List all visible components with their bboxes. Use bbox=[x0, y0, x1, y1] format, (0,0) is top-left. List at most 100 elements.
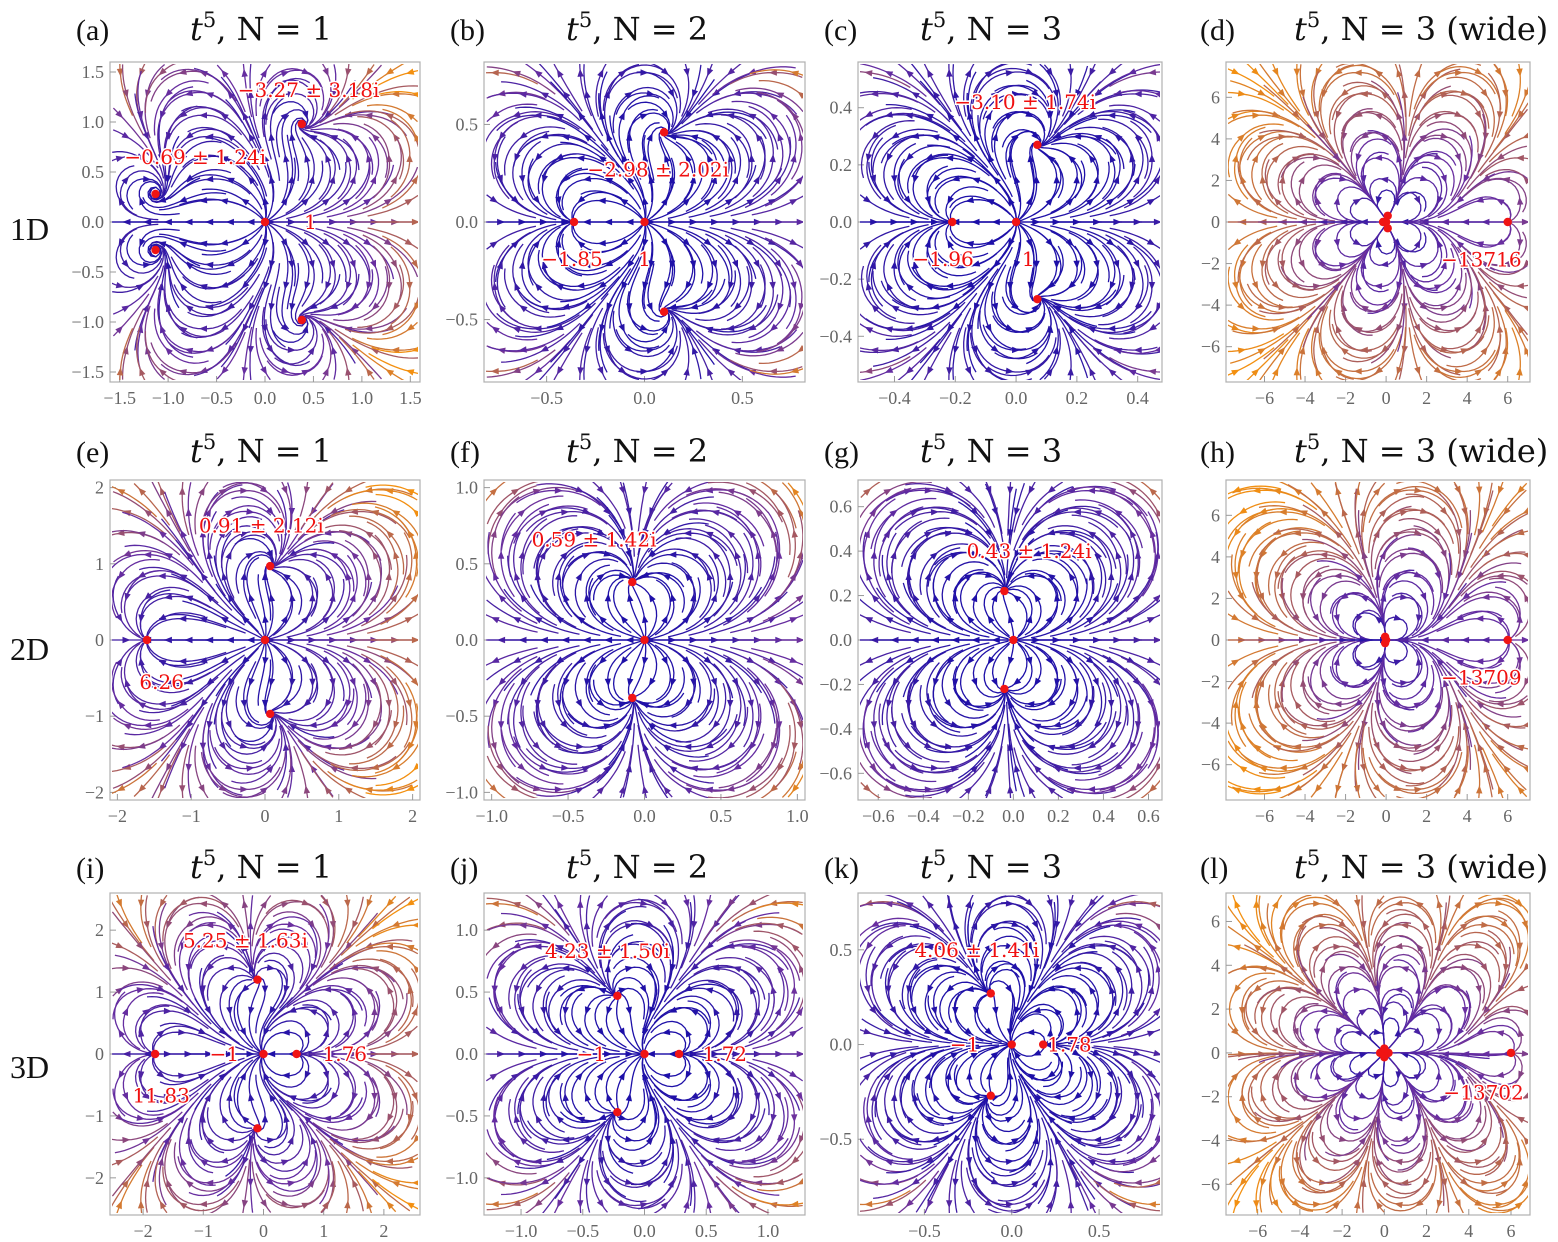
stream-arrowhead bbox=[747, 699, 754, 708]
streamlines bbox=[112, 895, 418, 1213]
stream-arrowhead bbox=[519, 131, 528, 139]
stream-arrowhead bbox=[911, 91, 920, 99]
streamlines bbox=[486, 482, 803, 798]
stream-arrowhead bbox=[683, 899, 690, 908]
stream-arrowhead bbox=[754, 965, 763, 974]
stream-arrowhead bbox=[206, 550, 213, 560]
panel-title: t5, N = 1 bbox=[190, 846, 332, 886]
streamline bbox=[1035, 752, 1119, 769]
streamline bbox=[627, 223, 647, 286]
stream-arrowhead bbox=[577, 112, 586, 121]
stream-arrowhead bbox=[344, 899, 351, 908]
stream-arrowhead bbox=[1231, 659, 1240, 667]
streamline bbox=[201, 221, 266, 256]
streamline bbox=[1488, 577, 1528, 638]
stream-arrowhead bbox=[1354, 573, 1363, 581]
stream-arrowhead bbox=[311, 1136, 317, 1145]
fixed-point bbox=[640, 635, 649, 645]
stream-arrowhead bbox=[370, 509, 380, 517]
stream-arrowhead bbox=[511, 240, 520, 249]
stream-arrowhead bbox=[511, 1027, 520, 1035]
stream-arrowhead bbox=[682, 197, 691, 206]
stream-arrowhead bbox=[198, 1073, 207, 1081]
stream-arrowhead bbox=[1251, 368, 1260, 377]
stream-arrowhead bbox=[349, 593, 356, 603]
stream-arrowhead bbox=[1258, 507, 1268, 514]
streamline bbox=[1026, 79, 1052, 147]
stream-arrowhead bbox=[226, 260, 235, 267]
stream-arrowhead bbox=[748, 488, 757, 496]
streamline bbox=[269, 1020, 310, 1054]
stream-arrowhead bbox=[1065, 238, 1074, 247]
stream-arrowhead bbox=[1008, 238, 1015, 247]
stream-arrowhead bbox=[199, 112, 207, 119]
stream-arrowhead bbox=[534, 1199, 543, 1207]
stream-arrowhead bbox=[303, 744, 312, 752]
stream-arrowhead bbox=[1353, 486, 1361, 496]
streamline bbox=[215, 639, 266, 697]
stream-arrowhead bbox=[727, 572, 734, 581]
stream-arrowhead bbox=[183, 1006, 192, 1014]
eigenvalue-annotation: 6.26 bbox=[139, 670, 184, 694]
stream-arrowhead bbox=[583, 1134, 592, 1143]
stream-arrowhead bbox=[245, 720, 255, 728]
streamline bbox=[862, 531, 895, 613]
stream-arrowhead bbox=[308, 721, 317, 729]
stream-arrowhead bbox=[991, 549, 998, 559]
stream-arrowhead bbox=[307, 346, 315, 356]
stream-arrowhead bbox=[733, 1092, 740, 1101]
panel-letter: (f) bbox=[450, 436, 480, 469]
streamline bbox=[352, 344, 405, 380]
stream-arrowhead bbox=[351, 720, 359, 729]
stream-arrowhead bbox=[534, 656, 543, 664]
stream-arrowhead bbox=[1359, 508, 1367, 517]
stream-arrowhead bbox=[198, 1027, 207, 1035]
stream-arrowhead bbox=[413, 550, 418, 559]
stream-arrowhead bbox=[984, 702, 994, 709]
x-tick-label: 0.0 bbox=[633, 1221, 656, 1241]
streamline bbox=[1004, 678, 1062, 705]
stream-arrowhead bbox=[199, 1159, 209, 1167]
stream-arrowhead bbox=[645, 920, 655, 927]
stream-arrowhead bbox=[1393, 197, 1401, 206]
stream-arrowhead bbox=[1047, 280, 1056, 289]
stream-arrowhead bbox=[496, 1006, 503, 1015]
stream-arrowhead bbox=[344, 787, 353, 795]
stream-arrowhead bbox=[390, 175, 397, 185]
stream-arrowhead bbox=[281, 785, 288, 795]
stream-arrowhead bbox=[577, 656, 586, 664]
stream-arrowhead bbox=[974, 133, 980, 142]
stream-arrowhead bbox=[366, 281, 373, 290]
streamline bbox=[631, 641, 647, 695]
stream-arrowhead bbox=[707, 154, 714, 163]
stream-arrowhead bbox=[1313, 701, 1323, 709]
stream-arrowhead bbox=[490, 368, 499, 375]
streamlines bbox=[112, 64, 418, 380]
streamline bbox=[248, 982, 262, 1054]
stream-arrowhead bbox=[1496, 656, 1505, 664]
stream-arrowhead bbox=[991, 302, 999, 312]
stream-arrowhead bbox=[518, 91, 527, 98]
y-tick-label: −1.5 bbox=[71, 362, 104, 382]
stream-arrowhead bbox=[371, 133, 380, 142]
streamline bbox=[187, 724, 200, 798]
stream-arrowhead bbox=[282, 573, 291, 581]
streamline bbox=[1228, 114, 1300, 128]
stream-arrowhead bbox=[1437, 239, 1444, 249]
stream-arrowhead bbox=[166, 920, 173, 929]
stream-arrowhead bbox=[1454, 153, 1461, 162]
stream-arrowhead bbox=[303, 698, 312, 707]
panel-f: (f) t5, N = 2−1.0 −0.5 0.0 0.5 1.0−1.0−0.50.0… bbox=[445, 430, 808, 826]
stream-arrowhead bbox=[1052, 346, 1059, 355]
stream-arrowhead bbox=[769, 488, 778, 496]
stream-arrowhead bbox=[199, 985, 206, 994]
streamline bbox=[349, 705, 405, 765]
stream-arrowhead bbox=[733, 920, 742, 928]
stream-arrowhead bbox=[1415, 614, 1423, 623]
stream-arrowhead bbox=[661, 197, 668, 206]
streamline bbox=[508, 955, 565, 1010]
streamline bbox=[585, 895, 599, 969]
streamline bbox=[1228, 91, 1285, 111]
stream-arrowhead bbox=[180, 529, 187, 539]
stream-arrowhead bbox=[777, 132, 784, 142]
